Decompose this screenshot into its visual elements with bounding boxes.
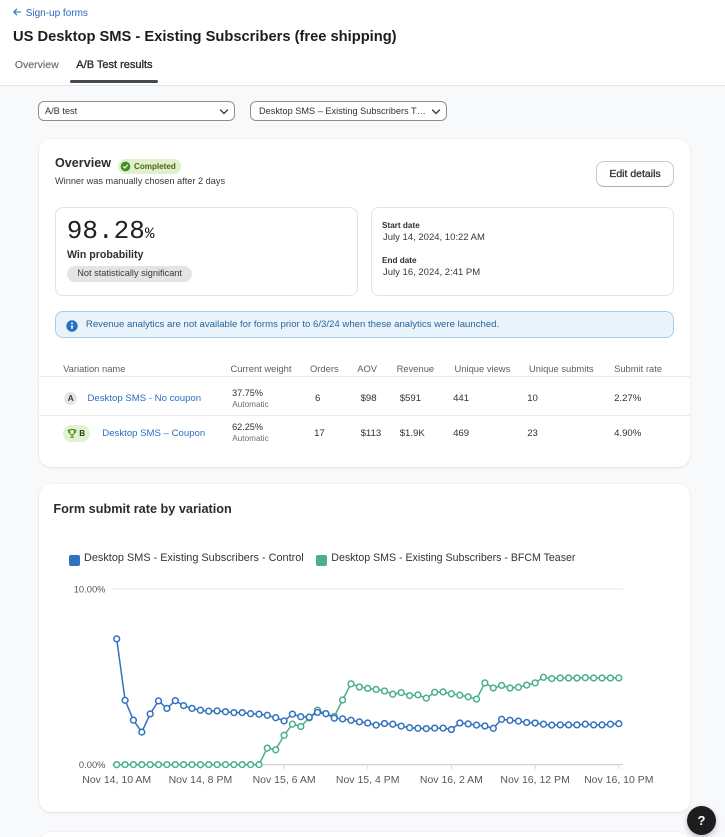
svg-text:Nov 16, 2 AM: Nov 16, 2 AM xyxy=(420,774,483,786)
svg-text:Nov 15, 4 PM: Nov 15, 4 PM xyxy=(336,774,400,786)
svg-text:0.00%: 0.00% xyxy=(79,759,106,770)
svg-text:Nov 15, 6 AM: Nov 15, 6 AM xyxy=(253,774,316,786)
svg-text:Nov 14, 10 AM: Nov 14, 10 AM xyxy=(82,774,151,786)
svg-text:Nov 14, 8 PM: Nov 14, 8 PM xyxy=(169,774,233,786)
svg-text:Nov 16, 10 PM: Nov 16, 10 PM xyxy=(584,774,653,786)
svg-text:10.00%: 10.00% xyxy=(74,583,106,594)
svg-text:Nov 16, 12 PM: Nov 16, 12 PM xyxy=(500,774,569,786)
